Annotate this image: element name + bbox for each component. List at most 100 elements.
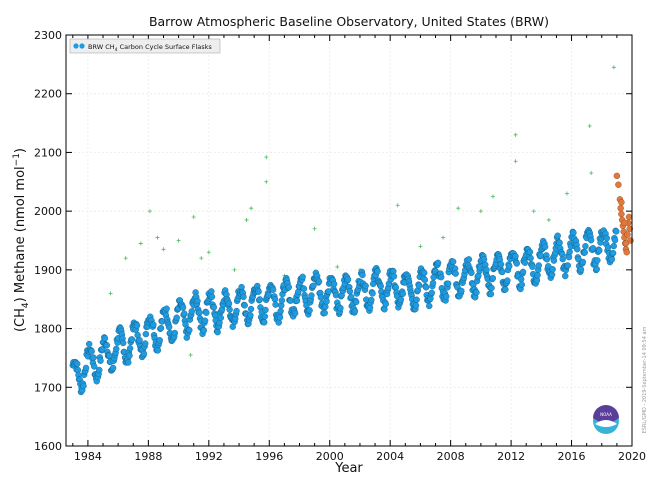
data-point xyxy=(200,327,207,334)
data-point xyxy=(128,336,136,343)
data-point xyxy=(437,273,445,281)
data-point xyxy=(293,297,301,304)
data-point xyxy=(140,350,148,357)
data-point xyxy=(247,312,254,319)
data-point xyxy=(468,269,475,277)
data-point xyxy=(171,329,179,337)
outlier-point xyxy=(335,264,340,269)
data-point xyxy=(103,342,111,349)
preliminary-point xyxy=(613,172,621,180)
data-point xyxy=(513,260,520,267)
data-point xyxy=(351,307,359,315)
outlier-point xyxy=(531,209,536,214)
data-point xyxy=(521,259,529,266)
data-point xyxy=(368,296,375,304)
data-point xyxy=(91,363,98,370)
data-point xyxy=(517,276,525,283)
data-point xyxy=(136,337,143,344)
outlier-point xyxy=(123,256,128,261)
data-point xyxy=(310,282,317,290)
data-point xyxy=(201,317,209,324)
preliminary-point xyxy=(624,231,631,238)
data-point xyxy=(262,306,269,314)
preliminary-point xyxy=(618,199,625,206)
data-point xyxy=(99,345,106,353)
data-point xyxy=(534,271,541,279)
data-point xyxy=(150,321,157,328)
x-tick-label: 1984 xyxy=(74,450,102,463)
data-point xyxy=(549,266,556,273)
data-point xyxy=(210,304,218,311)
data-point xyxy=(556,239,563,246)
data-point xyxy=(277,307,284,315)
data-point xyxy=(269,286,277,294)
data-point xyxy=(344,276,352,283)
data-point xyxy=(96,366,103,374)
y-tick-label: 1800 xyxy=(34,323,62,336)
outlier-point xyxy=(232,267,237,272)
data-point xyxy=(608,256,616,263)
data-point xyxy=(533,277,541,284)
data-point xyxy=(208,288,215,295)
outlier-point xyxy=(418,244,423,249)
data-point xyxy=(611,236,619,244)
outlier-point xyxy=(546,217,551,222)
watermark: ESRL/GMD - 2019-September-14 09:54 am xyxy=(642,326,648,433)
data-point xyxy=(465,256,473,263)
outlier-point xyxy=(199,256,204,261)
data-point xyxy=(382,300,389,308)
data-point xyxy=(285,283,292,291)
data-point xyxy=(337,304,344,312)
data-point xyxy=(541,243,549,251)
data-point xyxy=(179,304,187,311)
data-point xyxy=(295,288,302,296)
data-point xyxy=(570,229,577,236)
data-point xyxy=(559,255,566,263)
outlier-point xyxy=(176,238,181,243)
preliminary-point xyxy=(625,213,633,221)
data-point xyxy=(101,335,109,342)
data-point xyxy=(261,313,269,320)
data-point xyxy=(574,246,581,253)
preliminary-point xyxy=(615,181,622,188)
data-point xyxy=(323,298,330,305)
data-point xyxy=(186,326,193,334)
data-point xyxy=(278,297,286,304)
data-point xyxy=(566,248,573,256)
data-point xyxy=(173,314,180,321)
data-point xyxy=(504,277,511,284)
data-point xyxy=(362,282,369,290)
legend-marker xyxy=(79,43,85,49)
data-point xyxy=(434,259,442,267)
data-point xyxy=(527,254,534,262)
data-point xyxy=(609,249,617,257)
data-point xyxy=(126,345,134,352)
preliminary-point xyxy=(623,249,630,256)
outlier-point xyxy=(441,235,446,240)
data-point xyxy=(428,289,435,297)
outlier-point xyxy=(244,217,249,222)
data-point xyxy=(225,300,233,307)
data-point xyxy=(325,288,332,295)
outlier-point xyxy=(264,179,269,184)
data-point xyxy=(82,364,90,372)
data-point xyxy=(529,263,536,270)
data-point xyxy=(473,289,480,296)
legend: BRW CH4 Carbon Cycle Surface Flasks xyxy=(69,38,221,54)
data-point xyxy=(562,272,569,280)
data-point xyxy=(256,296,264,303)
data-point xyxy=(119,339,127,347)
outlier-point xyxy=(513,159,518,164)
data-point xyxy=(352,298,360,306)
chart-title: Barrow Atmospheric Baseline Observatory,… xyxy=(149,14,549,29)
data-point xyxy=(194,297,201,305)
data-point xyxy=(97,357,104,364)
y-tick-label: 1700 xyxy=(34,381,62,394)
y-tick-label: 2100 xyxy=(34,146,62,159)
data-point xyxy=(444,280,452,287)
outlier-point xyxy=(589,170,594,175)
data-point xyxy=(587,236,595,244)
data-point xyxy=(203,309,210,316)
